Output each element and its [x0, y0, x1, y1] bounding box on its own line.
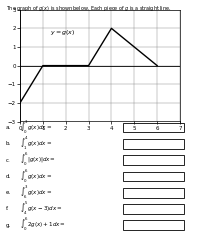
Text: g.: g.	[6, 223, 11, 228]
Text: f.: f.	[6, 207, 9, 211]
Text: b.: b.	[6, 141, 11, 146]
Text: $y = g(x)$: $y = g(x)$	[50, 28, 75, 37]
Text: $\int_{6}^{3} g(x)dx =$: $\int_{6}^{3} g(x)dx =$	[20, 185, 52, 201]
Text: $\int_{0}^{6} g(x)dx =$: $\int_{0}^{6} g(x)dx =$	[20, 168, 52, 184]
Text: $\int_{4}^{5} g(x-3)dx =$: $\int_{4}^{5} g(x-3)dx =$	[20, 201, 62, 217]
Text: $\int_{0}^{3} g(x)dx =$: $\int_{0}^{3} g(x)dx =$	[20, 120, 52, 136]
Text: e.: e.	[6, 190, 11, 195]
Text: $\int_{0}^{6} |g(x)|dx =$: $\int_{0}^{6} |g(x)|dx =$	[20, 152, 56, 168]
Text: d.: d.	[6, 174, 11, 179]
Text: $\int_{0}^{6} 2g(x)+1dx =$: $\int_{0}^{6} 2g(x)+1dx =$	[20, 217, 66, 233]
Text: The graph of $g(x)$ is shown below. Each piece of $g$ is a straight line.: The graph of $g(x)$ is shown below. Each…	[6, 4, 171, 13]
Text: $\int_{1}^{4} g(x)dx =$: $\int_{1}^{4} g(x)dx =$	[20, 136, 52, 152]
Text: a.: a.	[6, 125, 11, 130]
Text: c.: c.	[6, 158, 11, 163]
